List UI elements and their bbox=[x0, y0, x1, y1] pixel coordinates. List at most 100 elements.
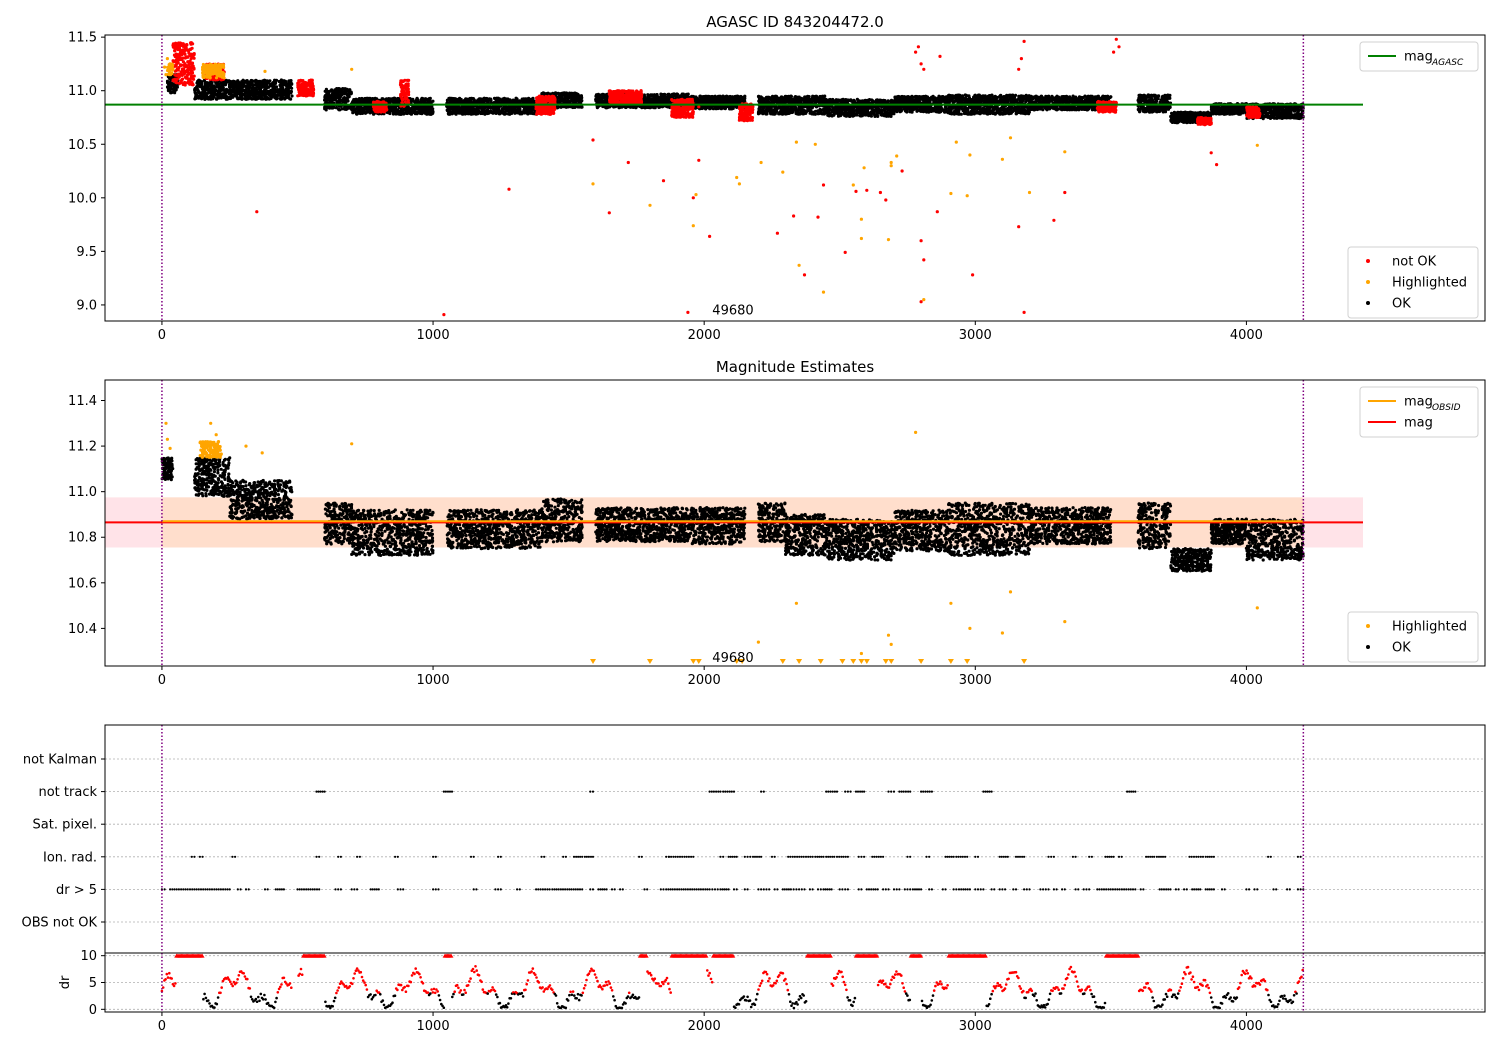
ok-point bbox=[325, 89, 329, 93]
ok-point bbox=[446, 112, 450, 116]
ok-point bbox=[423, 110, 427, 114]
ok-point bbox=[256, 79, 260, 83]
ok-point bbox=[392, 97, 396, 101]
ok-point bbox=[194, 91, 198, 95]
ok-point bbox=[530, 107, 534, 111]
ok-point bbox=[246, 86, 250, 90]
ok-point bbox=[372, 112, 376, 116]
ok-point bbox=[240, 95, 244, 99]
ok-point bbox=[341, 87, 345, 91]
ok-point bbox=[725, 94, 729, 98]
ok-point bbox=[366, 100, 370, 105]
ok-point bbox=[236, 80, 240, 84]
ok-point bbox=[464, 100, 468, 104]
ok-point bbox=[781, 97, 785, 101]
ok-point bbox=[431, 99, 435, 103]
ok-point bbox=[273, 95, 277, 99]
ok-point bbox=[205, 81, 209, 85]
ok-point bbox=[801, 111, 805, 115]
ok-point bbox=[757, 96, 762, 101]
ok-point bbox=[339, 90, 343, 94]
ok-point bbox=[254, 88, 258, 92]
ok-point bbox=[562, 93, 566, 97]
ok-point bbox=[450, 112, 454, 116]
ok-point bbox=[504, 109, 508, 113]
ok-point bbox=[459, 111, 463, 115]
ok-point bbox=[795, 108, 799, 112]
ok-point bbox=[815, 95, 819, 99]
ok-point bbox=[803, 96, 807, 100]
ok-point bbox=[701, 98, 705, 102]
ok-point bbox=[705, 106, 709, 110]
ok-point bbox=[573, 105, 577, 109]
ok-point bbox=[776, 98, 780, 102]
ok-point bbox=[821, 112, 825, 116]
ok-point bbox=[453, 98, 457, 102]
ok-point bbox=[634, 105, 638, 109]
ok-point bbox=[422, 100, 426, 105]
ok-point bbox=[575, 98, 580, 102]
ok-point bbox=[203, 87, 207, 92]
ok-point bbox=[351, 111, 355, 115]
ok-point bbox=[361, 108, 365, 113]
ok-point bbox=[279, 81, 283, 85]
ok-point bbox=[818, 96, 823, 100]
ok-point bbox=[428, 107, 432, 111]
ok-point bbox=[221, 92, 225, 96]
ok-point bbox=[421, 97, 425, 101]
ok-point bbox=[570, 91, 574, 95]
ok-point bbox=[620, 105, 624, 109]
ok-point bbox=[465, 111, 469, 116]
ok-point bbox=[646, 95, 650, 99]
ok-point bbox=[244, 97, 248, 101]
ok-point bbox=[526, 111, 530, 115]
ok-point bbox=[339, 94, 343, 98]
ok-point bbox=[706, 100, 711, 104]
ok-point bbox=[287, 81, 291, 85]
ok-point bbox=[171, 87, 176, 91]
ok-point bbox=[331, 95, 335, 99]
ok-point bbox=[273, 85, 277, 89]
ok-point bbox=[595, 106, 600, 110]
ok-point bbox=[258, 82, 262, 86]
ok-point bbox=[594, 94, 598, 98]
ok-point bbox=[770, 96, 775, 100]
ok-point bbox=[650, 93, 654, 97]
ok-point bbox=[557, 100, 561, 105]
ok-point bbox=[652, 100, 656, 104]
ok-point bbox=[252, 94, 256, 98]
ok-point bbox=[469, 112, 473, 116]
ok-point bbox=[285, 88, 289, 92]
ok-point bbox=[235, 95, 239, 99]
ok-point bbox=[559, 92, 563, 96]
ok-point bbox=[594, 99, 598, 103]
ok-point bbox=[660, 97, 664, 102]
ok-point bbox=[227, 83, 231, 87]
ok-point bbox=[250, 79, 254, 83]
ok-point bbox=[167, 89, 171, 93]
ok-point bbox=[785, 105, 789, 109]
ok-point bbox=[447, 96, 451, 101]
ok-point bbox=[758, 100, 762, 104]
ok-point bbox=[332, 105, 336, 109]
ok-point bbox=[684, 92, 689, 96]
ok-point bbox=[788, 107, 792, 111]
ok-point bbox=[324, 96, 328, 100]
ok-point bbox=[368, 96, 372, 100]
ok-point bbox=[346, 99, 350, 103]
ok-point bbox=[396, 96, 400, 101]
ok-point bbox=[215, 85, 219, 89]
ok-point bbox=[742, 95, 746, 99]
ok-point bbox=[197, 78, 201, 82]
ok-point bbox=[394, 111, 398, 115]
ok-point bbox=[690, 94, 694, 98]
ok-point bbox=[431, 111, 435, 115]
ok-point bbox=[790, 110, 794, 115]
ok-point bbox=[280, 88, 285, 92]
ok-point bbox=[450, 96, 454, 100]
ok-point bbox=[813, 99, 817, 103]
ok-point bbox=[290, 94, 294, 98]
ok-point bbox=[263, 79, 267, 83]
ok-point bbox=[719, 96, 723, 100]
ok-point bbox=[781, 107, 785, 111]
